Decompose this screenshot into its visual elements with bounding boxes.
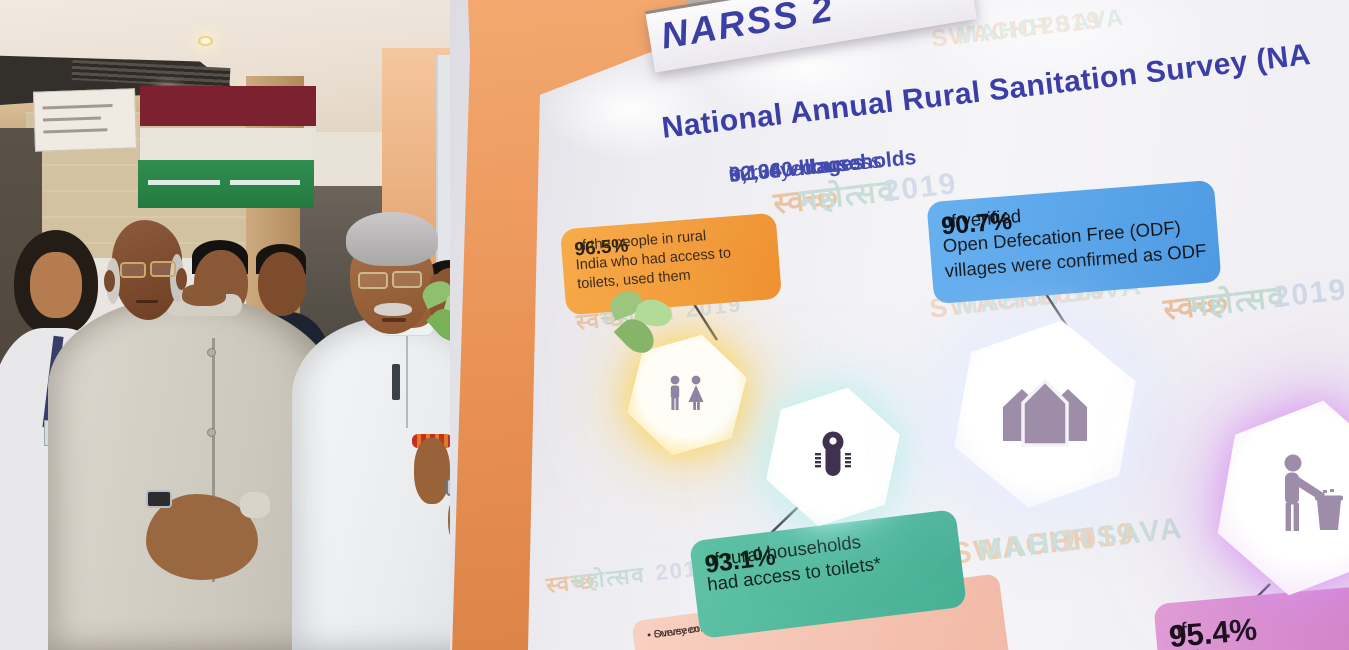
clasped-hands: [146, 494, 258, 580]
stat-card-toilet-usage: 96.5% of the people in rural India who h…: [559, 212, 783, 316]
downlight: [198, 36, 213, 46]
mouth: [136, 300, 158, 303]
suit-placket: [212, 338, 215, 582]
woman-attendee-face: [30, 252, 82, 318]
eyeglasses: [392, 271, 422, 288]
minister-hand: [414, 438, 450, 504]
eyeglasses: [120, 262, 146, 278]
sleeve-cuff: [240, 492, 270, 518]
president-neck: [182, 284, 226, 306]
security-officer-face: [258, 252, 306, 316]
eyeglasses: [358, 272, 388, 289]
eyeglasses: [150, 261, 176, 277]
mouth: [382, 318, 406, 322]
booth-banner-green: [138, 160, 314, 208]
booth-banner-maroon: [140, 86, 316, 126]
pocket-pen: [392, 364, 400, 400]
ear: [104, 270, 115, 292]
suit-button: [207, 428, 216, 437]
minister-grey-hair: [346, 212, 438, 266]
ear: [176, 268, 187, 290]
wristwatch: [146, 490, 172, 508]
moustache: [374, 303, 412, 316]
booth-fascia: [140, 128, 316, 164]
suit-button: [207, 348, 216, 357]
kurta-placket: [406, 336, 408, 428]
stat-text: of: [1167, 617, 1189, 645]
president-grey-suit: [48, 296, 340, 650]
